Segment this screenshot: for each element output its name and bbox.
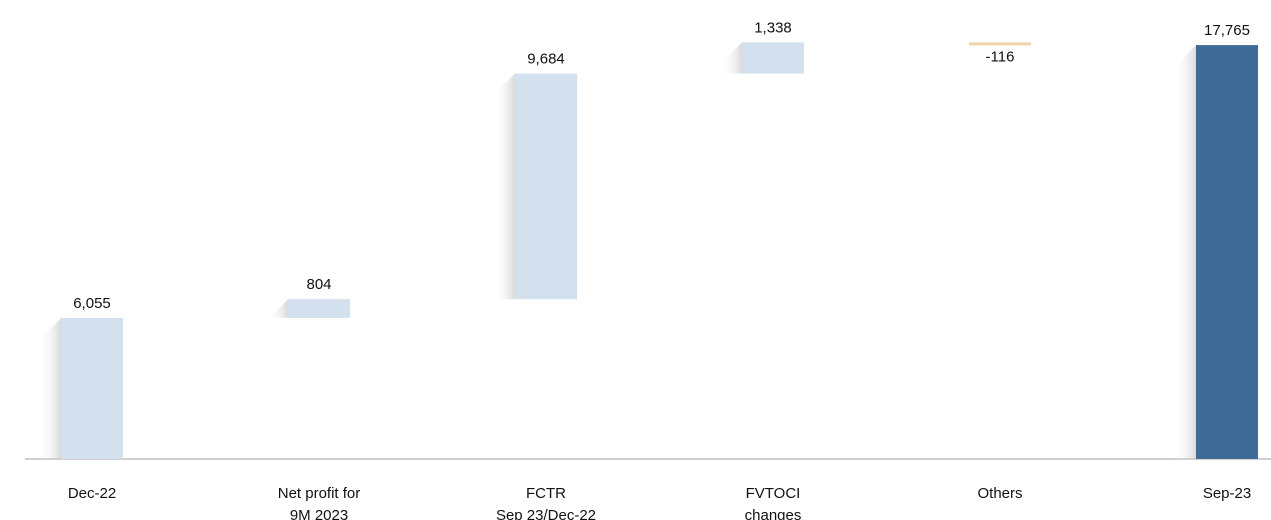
bar xyxy=(288,299,350,318)
bar xyxy=(61,317,123,459)
x-tick-label: changes xyxy=(745,507,802,520)
bar-shadow xyxy=(266,299,288,322)
bar xyxy=(969,42,1031,46)
value-label: 9,684 xyxy=(527,51,565,68)
x-tick-label: 9M 2023 xyxy=(290,507,348,520)
value-label: -116 xyxy=(986,48,1015,65)
bar-shadow xyxy=(493,73,515,300)
x-tick-label: Sep 23/Dec-22 xyxy=(496,507,596,520)
x-tick-label: Dec-22 xyxy=(68,485,116,502)
x-tick-label: FVTOCI xyxy=(746,485,801,502)
value-label: 6,055 xyxy=(73,295,111,312)
x-tick-label: Sep-23 xyxy=(1203,485,1251,502)
value-label: 1,338 xyxy=(754,19,792,36)
bar-shadow xyxy=(39,317,61,459)
bar xyxy=(742,42,804,74)
x-tick-label: Others xyxy=(977,485,1022,502)
bar-shadow xyxy=(1174,45,1196,459)
x-tick-label: FCTR xyxy=(526,485,566,502)
bar xyxy=(515,73,577,300)
bar-shadow xyxy=(720,42,742,74)
value-label: 17,765 xyxy=(1204,22,1250,39)
x-tick-label: Net profit for xyxy=(278,485,361,502)
bar xyxy=(1196,45,1258,459)
value-label: 804 xyxy=(306,276,331,293)
